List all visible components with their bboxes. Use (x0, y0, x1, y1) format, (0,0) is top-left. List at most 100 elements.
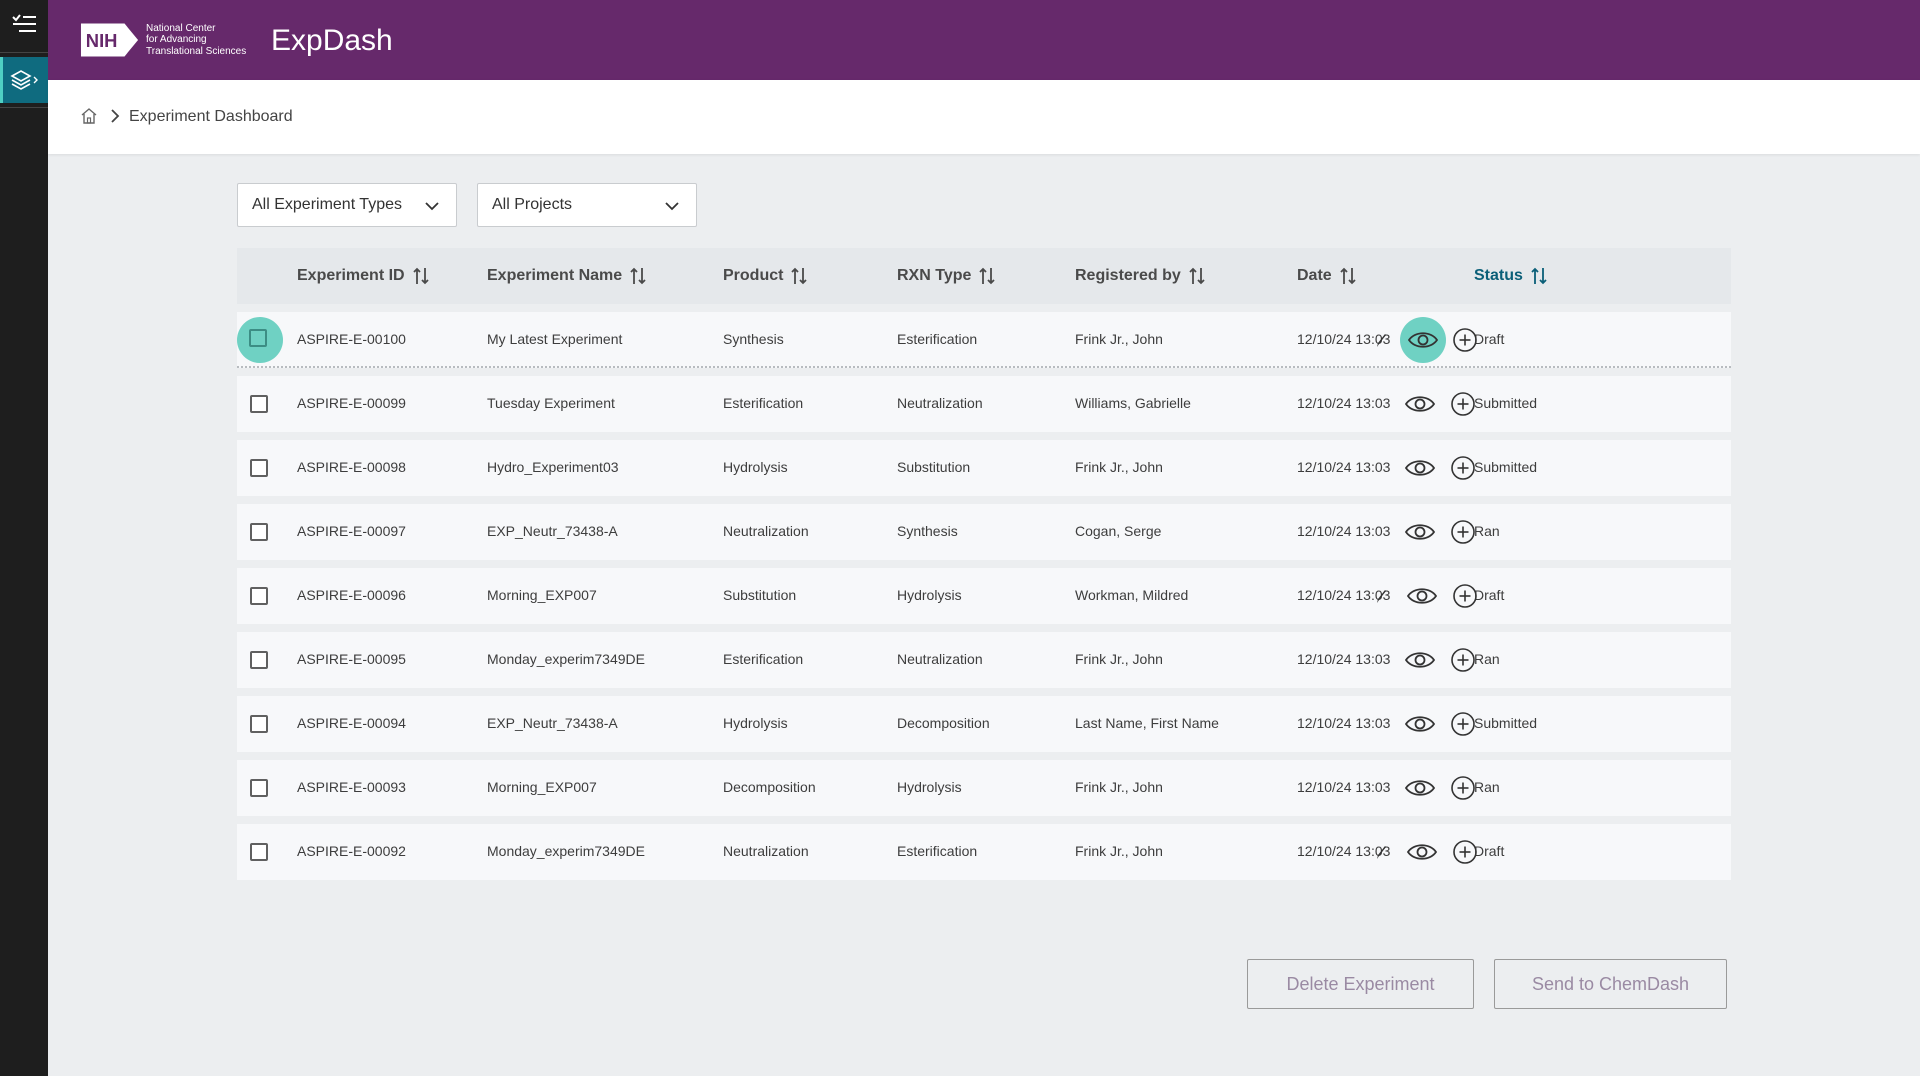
row-checkbox[interactable] (250, 779, 268, 797)
rxn-type-cell: Substitution (897, 459, 971, 475)
sort-icon[interactable] (979, 266, 996, 286)
row-checkbox[interactable] (250, 395, 268, 413)
edit-icon[interactable] (1374, 587, 1388, 605)
sort-icon[interactable] (1189, 266, 1205, 286)
eye-icon[interactable] (1405, 581, 1439, 611)
table-row[interactable]: ASPIRE-E-00098 Hydro_Experiment03 Hydrolys… (237, 440, 1731, 496)
status-cell: Submitted (1474, 715, 1538, 731)
experiment-id-cell: ASPIRE-E-00092 (297, 843, 406, 859)
column-label: Date (1297, 267, 1332, 284)
column-label: Experiment Name (487, 267, 623, 284)
table-row[interactable]: ASPIRE-E-00097 EXP_Neutr_73438-A Neutraliz… (237, 504, 1731, 560)
experiments-nav-button[interactable] (0, 57, 48, 103)
org-name: National Center for Advancing Translatio… (146, 23, 246, 58)
sort-icon[interactable] (412, 266, 429, 286)
project-value: All Projects (492, 196, 573, 213)
product-cell: Hydrolysis (723, 459, 788, 475)
experiment-name-cell: Morning_EXP007 (487, 587, 597, 603)
column-header-rxn-type[interactable]: RXN Type (897, 266, 996, 286)
add-circle-icon[interactable] (1452, 839, 1478, 865)
add-circle-icon[interactable] (1450, 391, 1476, 417)
table-row[interactable]: ASPIRE-E-00096 Morning_EXP007 Substitution… (237, 568, 1731, 624)
view-button[interactable] (1400, 317, 1446, 363)
org-line-1: National Center (146, 22, 216, 34)
org-line-2: for Advancing (146, 34, 207, 46)
rxn-type-cell: Neutralization (897, 395, 983, 411)
experiment-name-cell: Monday_experim7349DE (487, 843, 645, 859)
send-to-chemdash-button[interactable]: Send to ChemDash (1494, 959, 1727, 1009)
column-header-product[interactable]: Product (723, 266, 808, 286)
experiment-name-cell: EXP_Neutr_73438-A (487, 715, 618, 731)
status-cell: Draft (1474, 587, 1505, 603)
product-cell: Neutralization (723, 843, 809, 859)
registered-by-cell: Cogan, Serge (1075, 523, 1162, 539)
experiment-id-cell: ASPIRE-E-00098 (297, 459, 406, 475)
experiment-type-value: All Experiment Types (252, 196, 402, 213)
edit-icon[interactable] (1374, 843, 1388, 861)
experiment-name-cell: Hydro_Experiment03 (487, 459, 619, 475)
status-cell: Ran (1474, 651, 1500, 667)
column-header-experiment-id[interactable]: Experiment ID (297, 266, 429, 286)
sort-icon[interactable] (791, 266, 808, 286)
column-header-registered-by[interactable]: Registered by (1075, 266, 1205, 286)
delete-experiment-button[interactable]: Delete Experiment (1247, 959, 1474, 1009)
add-circle-icon[interactable] (1450, 455, 1476, 481)
layers-icon (10, 70, 38, 90)
experiment-id-cell: ASPIRE-E-00100 (297, 331, 406, 347)
add-circle-icon[interactable] (1452, 327, 1478, 353)
chevron-right-icon (108, 107, 122, 130)
date-cell: 12/10/24 13:03 (1297, 715, 1391, 731)
table-row[interactable]: ASPIRE-E-00093 Morning_EXP007 Decompositio… (237, 760, 1731, 816)
sort-icon[interactable] (1531, 266, 1547, 286)
date-cell: 12/10/24 13:03 (1297, 523, 1391, 539)
row-checkbox[interactable] (249, 329, 267, 347)
column-header-date[interactable]: Date (1297, 266, 1356, 286)
row-checkbox[interactable] (250, 651, 268, 669)
eye-icon[interactable] (1403, 389, 1437, 419)
row-checkbox[interactable] (250, 715, 268, 733)
eye-icon[interactable] (1403, 517, 1437, 547)
edit-icon[interactable] (1374, 331, 1388, 349)
add-circle-icon[interactable] (1450, 775, 1476, 801)
product-cell: Hydrolysis (723, 715, 788, 731)
project-select[interactable]: All Projects (477, 183, 697, 227)
row-checkbox[interactable] (250, 523, 268, 541)
experiment-id-cell: ASPIRE-E-00099 (297, 395, 406, 411)
nih-logo[interactable]: NIH National Center for Advancing Transl… (80, 22, 246, 58)
status-cell: Draft (1474, 331, 1505, 347)
date-cell: 12/10/24 13:03 (1297, 779, 1391, 795)
table-row[interactable]: ASPIRE-E-00100 My Latest Experiment Synthe… (237, 312, 1731, 368)
eye-icon[interactable] (1403, 453, 1437, 483)
eye-icon[interactable] (1403, 645, 1437, 675)
home-icon[interactable] (80, 107, 98, 130)
add-circle-icon[interactable] (1450, 711, 1476, 737)
table-row[interactable]: ASPIRE-E-00094 EXP_Neutr_73438-A Hydrolysi… (237, 696, 1731, 752)
experiment-name-cell: Monday_experim7349DE (487, 651, 645, 667)
eye-icon[interactable] (1405, 837, 1439, 867)
table-row[interactable]: ASPIRE-E-00099 Tuesday Experiment Esterifi… (237, 376, 1731, 432)
add-circle-icon[interactable] (1452, 583, 1478, 609)
status-cell: Ran (1474, 523, 1500, 539)
table-row[interactable]: ASPIRE-E-00095 Monday_experim7349DE Esteri… (237, 632, 1731, 688)
row-checkbox[interactable] (250, 843, 268, 861)
eye-icon[interactable] (1403, 773, 1437, 803)
table-row[interactable]: ASPIRE-E-00092 Monday_experim7349DE Neutra… (237, 824, 1731, 880)
experiment-name-cell: Morning_EXP007 (487, 779, 597, 795)
experiment-type-select[interactable]: All Experiment Types (237, 183, 457, 227)
add-circle-icon[interactable] (1450, 647, 1476, 673)
add-circle-icon[interactable] (1450, 519, 1476, 545)
sort-icon[interactable] (1340, 266, 1356, 286)
row-checkbox[interactable] (250, 459, 268, 477)
nih-logo-mark: NIH (80, 23, 139, 57)
date-cell: 12/10/24 13:03 (1297, 459, 1391, 475)
date-cell: 12/10/24 13:03 (1297, 331, 1391, 347)
org-line-3: Translational Sciences (146, 45, 247, 57)
eye-icon[interactable] (1403, 709, 1437, 739)
sort-icon[interactable] (630, 266, 646, 286)
column-header-status[interactable]: Status (1474, 266, 1547, 286)
menu-toggle-button[interactable] (0, 0, 48, 48)
row-checkbox[interactable] (250, 587, 268, 605)
rxn-type-cell: Synthesis (897, 523, 958, 539)
experiment-id-cell: ASPIRE-E-00095 (297, 651, 406, 667)
column-header-experiment-name[interactable]: Experiment Name (487, 266, 646, 286)
